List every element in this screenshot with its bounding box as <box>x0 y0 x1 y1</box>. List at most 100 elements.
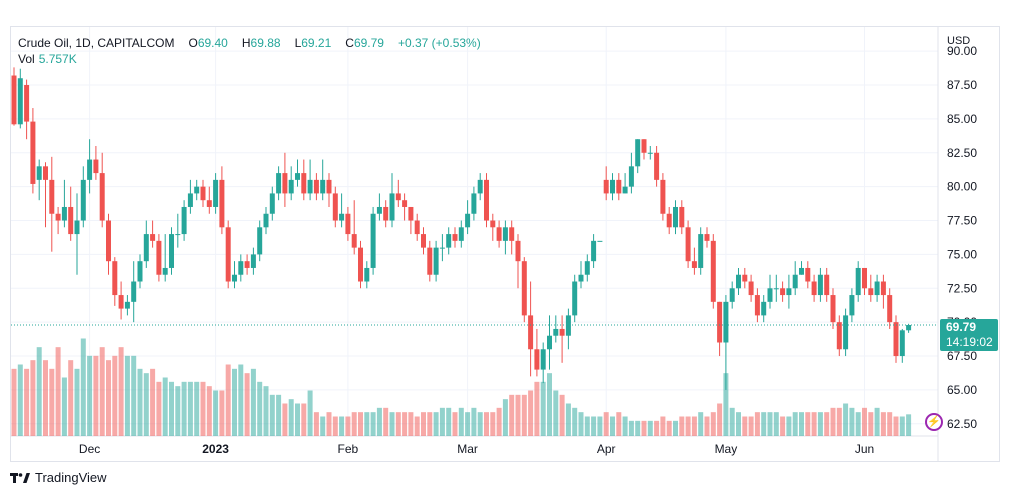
candle-body <box>106 220 111 262</box>
volume-bar <box>87 355 93 436</box>
volume-bar <box>465 412 471 436</box>
lightning-icon[interactable]: ⚡ <box>925 413 943 431</box>
volume-bar <box>131 355 137 436</box>
volume-bar <box>824 412 830 436</box>
candle-body <box>87 159 93 180</box>
candle <box>660 173 666 221</box>
candle-body <box>332 193 338 221</box>
candle <box>150 220 156 248</box>
volume-bar <box>622 416 628 436</box>
candle <box>736 267 741 296</box>
candle-body <box>704 234 710 241</box>
candle-body <box>572 281 578 316</box>
volume-bar <box>515 394 521 436</box>
footer-branding[interactable]: TradingView <box>10 470 107 485</box>
candle <box>843 308 849 357</box>
volume-bar <box>162 377 168 436</box>
volume-bar <box>679 416 685 436</box>
volume-bar <box>49 368 55 436</box>
candle <box>87 139 93 194</box>
candle <box>830 288 836 329</box>
candle-body <box>591 240 597 262</box>
candle-body <box>628 166 634 187</box>
volume-bar <box>313 412 319 436</box>
candle <box>458 220 464 248</box>
x-tick-label: Dec <box>79 442 100 456</box>
candle <box>446 227 452 255</box>
candle <box>540 342 546 384</box>
candle <box>754 288 760 323</box>
candle-body <box>250 254 256 268</box>
candle <box>591 234 597 268</box>
candle-body <box>276 173 282 194</box>
candle-body <box>723 301 729 343</box>
candle <box>893 315 899 363</box>
candle-body <box>124 301 130 309</box>
volume-bar <box>124 355 130 436</box>
candle <box>811 274 817 302</box>
volume-bar <box>383 407 389 436</box>
candle-body <box>295 173 300 180</box>
candle <box>112 257 118 306</box>
candle <box>68 186 74 241</box>
candle-body <box>484 179 489 221</box>
candle <box>232 261 237 289</box>
candle <box>61 179 67 228</box>
volume-bar <box>200 381 206 436</box>
candle <box>654 145 660 187</box>
volume-bar <box>742 416 748 436</box>
volume-bar <box>389 412 395 436</box>
volume-bar <box>276 394 282 436</box>
candle <box>780 281 786 302</box>
candle-body <box>830 295 836 323</box>
candle <box>761 295 767 323</box>
candle-layer <box>11 67 912 390</box>
symbol-name[interactable]: Crude Oil, 1D, CAPITALCOM <box>18 36 175 50</box>
volume-bar <box>187 381 193 436</box>
candle-body <box>194 186 200 194</box>
volume-bar <box>786 416 792 436</box>
candle <box>647 145 653 160</box>
candle-body <box>93 159 99 174</box>
candle <box>11 67 17 126</box>
candle-body <box>307 179 313 194</box>
price-axis: 90.00 87.50 85.00 82.50 80.00 77.50 75.00 72.50… <box>947 44 977 431</box>
x-tick-label: Mar <box>457 442 478 456</box>
candle-body <box>99 173 105 221</box>
candle-body <box>17 78 23 125</box>
candle <box>24 79 30 140</box>
candle-body <box>862 267 867 289</box>
candle-body <box>364 267 370 282</box>
volume-label[interactable]: Vol <box>18 52 35 66</box>
y-tick-label: 65.00 <box>947 383 977 397</box>
candle-body <box>269 193 275 214</box>
volume-bar <box>855 412 861 436</box>
candle <box>376 193 382 221</box>
candle-body <box>893 322 899 357</box>
candle <box>704 227 710 248</box>
candle-body <box>887 295 893 323</box>
volume-bar <box>143 373 149 436</box>
volume-bar <box>899 416 905 436</box>
candle <box>673 200 678 235</box>
candle-body <box>61 206 67 221</box>
candle <box>414 213 420 241</box>
close-value: 69.79 <box>353 36 384 50</box>
candle-body <box>868 288 874 296</box>
volume-bar <box>578 412 584 436</box>
candle <box>584 254 590 282</box>
volume-bar <box>736 412 741 436</box>
candle-body <box>899 330 905 357</box>
candle <box>496 220 502 248</box>
candle <box>187 179 193 214</box>
volume-bar <box>320 416 326 436</box>
volume-bar <box>880 412 886 436</box>
volume-bar <box>351 412 357 436</box>
candle <box>679 200 685 235</box>
y-tick-label: 82.50 <box>947 146 977 160</box>
candle <box>427 240 433 282</box>
volume-bar <box>748 416 754 436</box>
candle <box>792 261 798 296</box>
grid-layer <box>11 27 939 462</box>
